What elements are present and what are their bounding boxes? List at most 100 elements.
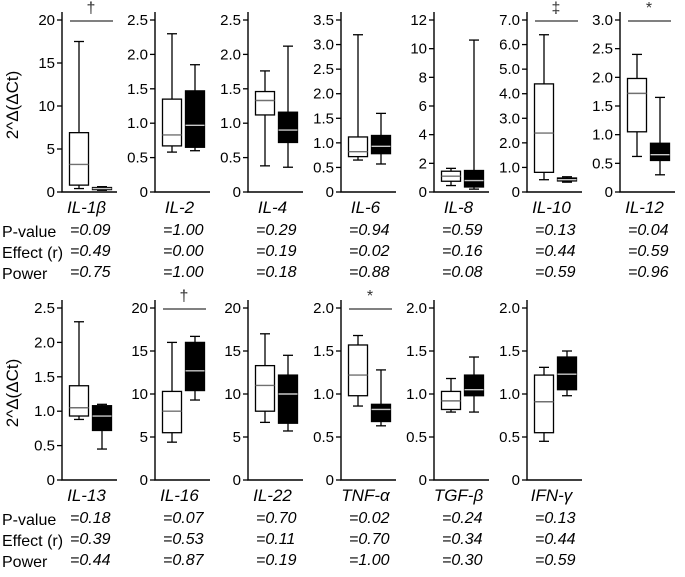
- y-tick-label: 3.5: [313, 12, 334, 29]
- panel-label: IL-2: [164, 198, 195, 217]
- stat-power: =0.08: [442, 264, 483, 281]
- panel-stats: =0.94 =0.02 =0.88: [305, 220, 398, 283]
- stat-label-effect: Effect (r): [2, 533, 64, 550]
- panel-stats: =0.29 =0.19 =0.18: [212, 220, 305, 283]
- stat-pvalue: =1.00: [163, 222, 204, 239]
- y-tick-label: 0: [512, 472, 520, 486]
- stat-label-power: Power: [2, 266, 48, 283]
- stat-power: =0.30: [442, 552, 483, 569]
- y-tick-label: 20: [131, 300, 148, 317]
- stat-power: =0.18: [256, 264, 297, 281]
- y-tick-label: 1.5: [127, 81, 148, 98]
- stat-power: =1.00: [163, 264, 204, 281]
- boxplot-canvas: 0 5 10 15 20: [224, 300, 303, 486]
- y-tick-label: 0.5: [406, 429, 427, 446]
- stat-effect: =0.44: [535, 531, 576, 548]
- y-tick-label: 10: [410, 41, 427, 58]
- stat-effect: =0.53: [163, 531, 204, 548]
- y-tick-label: 1.0: [592, 127, 613, 144]
- y-tick-label: 1.0: [499, 159, 520, 176]
- panel-stats: =0.07 =0.53 =0.87: [119, 508, 212, 571]
- panel-stats: =0.24 =0.34 =0.30: [398, 508, 491, 571]
- boxplot-panel: 0 5 10 15 20 † IL-1β =0.09 =0.49 =0.75: [26, 0, 119, 283]
- stat-pvalue: =0.13: [535, 222, 576, 239]
- y-tick-label: 0: [140, 472, 148, 486]
- boxplot-panel: 0 0.5 1.0 1.5 2.0 2.5 IL-4 =0.29 =0.19 =0.18: [212, 0, 305, 283]
- boxplot-panel: 0 0.5 1.0 1.5 2.0 2.5 3.0 * IL-12 =0.04 =0.59 =0.96: [584, 0, 677, 283]
- y-tick-label: 0: [419, 184, 427, 198]
- significance-symbol: ‡: [552, 0, 561, 17]
- stat-label-power: Power: [2, 554, 48, 571]
- panel-stats: =0.59 =0.16 =0.08: [398, 220, 491, 283]
- y-tick-label: 2.0: [313, 86, 334, 103]
- boxplot-panel: 0 5 10 15 20 IL-22 =0.70 =0.11 =0.19: [212, 288, 305, 571]
- stat-label-effect: Effect (r): [2, 245, 64, 262]
- y-tick-label: 1.0: [220, 115, 241, 132]
- boxplot-panel: 0 0.5 1.0 1.5 2.0 * TNF-α =0.02 =0.70 =1.00: [305, 288, 398, 571]
- y-axis-label-top: 2^Δ(ΔCt): [0, 30, 26, 180]
- y-tick-label: 8: [419, 69, 427, 86]
- panel-label: IL-8: [443, 198, 474, 217]
- stat-power: =0.96: [628, 264, 669, 281]
- panel-stats: =1.00 =0.00 =1.00: [119, 220, 212, 283]
- y-tick-label: 1.5: [313, 110, 334, 127]
- y-tick-label: 0: [419, 472, 427, 486]
- stat-pvalue: =0.70: [256, 510, 297, 527]
- stat-effect: =0.34: [442, 531, 483, 548]
- boxplot-panel: 0 1.0 2.0 3.0 4.0 5.0 6.0 7.0 ‡ IL-10 =0.13 =0.44 =0…: [491, 0, 584, 283]
- stat-effect: =0.02: [349, 243, 390, 260]
- boxplot-panel: 0 0.5 1.0 1.5 2.0 2.5 IL-2 =1.00 =0.00 =1.00: [119, 0, 212, 283]
- y-tick-label: 0: [233, 184, 241, 198]
- panel-label: IFN-γ: [530, 486, 573, 505]
- panel-label: IL-12: [625, 198, 664, 217]
- boxplot-canvas: 0 5 10 15 20 †: [38, 0, 117, 198]
- stat-effect: =0.16: [442, 243, 483, 260]
- y-tick-label: 5: [47, 141, 55, 158]
- stat-power: =0.88: [349, 264, 390, 281]
- y-tick-label: 15: [38, 55, 55, 72]
- y-tick-label: 0: [47, 184, 55, 198]
- boxplot-panel: 0 0.5 1.0 1.5 2.0 IFN-γ =0.13 =0.44 =0.59: [491, 288, 584, 571]
- y-tick-label: 1.0: [313, 135, 334, 152]
- y-tick-label: 15: [131, 343, 148, 360]
- y-tick-label: 5: [233, 429, 241, 446]
- y-tick-label: 1.0: [34, 403, 55, 420]
- stat-effect: =0.59: [628, 243, 669, 260]
- panel-stats: =0.13 =0.44 =0.59: [491, 220, 584, 283]
- y-tick-label: 5: [140, 429, 148, 446]
- stat-effect: =0.49: [70, 243, 111, 260]
- y-tick-label: 0.5: [592, 155, 613, 172]
- y-tick-label: 0.5: [127, 150, 148, 167]
- y-tick-label: 2.5: [34, 300, 55, 317]
- stat-pvalue: =0.18: [70, 510, 111, 527]
- panel-stats: =0.09 =0.49 =0.75: [26, 220, 119, 283]
- panels-row-top: 0 5 10 15 20 † IL-1β =0.09 =0.49 =0.75 0 0.5 1.0 1.5 2…: [26, 0, 685, 283]
- stat-power: =0.75: [70, 264, 111, 281]
- figure-row-bottom: 2^Δ(ΔCt) 0 0.5 1.0 1.5 2.0 2.5 IL-13 =0.18 =0.39…: [0, 288, 685, 576]
- boxplot-canvas: 0 0.5 1.0 1.5 2.0: [406, 300, 489, 486]
- stat-effect: =0.11: [256, 531, 296, 548]
- boxplot-canvas: 0 0.5 1.0 1.5 2.0 2.5 3.0 *: [592, 0, 675, 198]
- y-tick-label: 1.5: [592, 98, 613, 115]
- y-tick-label: 2.0: [34, 334, 55, 351]
- stat-power: =0.59: [535, 264, 576, 281]
- y-tick-label: 0: [233, 472, 241, 486]
- significance-symbol: *: [646, 0, 652, 17]
- y-tick-label: 3.0: [313, 37, 334, 54]
- y-tick-label: 7.0: [499, 12, 520, 29]
- panel-stats: =0.13 =0.44 =0.59: [491, 508, 584, 571]
- y-tick-label: 0.5: [499, 429, 520, 446]
- y-tick-label: 0: [512, 184, 520, 198]
- boxplot-canvas: 0 0.5 1.0 1.5 2.0 *: [313, 288, 396, 486]
- stat-effect: =0.00: [163, 243, 204, 260]
- panel-label: IL-22: [253, 486, 292, 505]
- y-tick-label: 1.5: [499, 343, 520, 360]
- y-tick-label: 2.0: [592, 69, 613, 86]
- boxplot-panel: 0 0.5 1.0 1.5 2.0 TGF-β =0.24 =0.34 =0.30: [398, 288, 491, 571]
- panel-label: IL-1β: [66, 198, 106, 217]
- y-tick-label: 2: [419, 155, 427, 172]
- stat-pvalue: =0.09: [70, 222, 111, 239]
- boxplot-canvas: 0 1.0 2.0 3.0 4.0 5.0 6.0 7.0 ‡: [499, 0, 582, 198]
- panels-row-bottom: 0 0.5 1.0 1.5 2.0 2.5 IL-13 =0.18 =0.39 =0.44 0 5 10…: [26, 288, 685, 571]
